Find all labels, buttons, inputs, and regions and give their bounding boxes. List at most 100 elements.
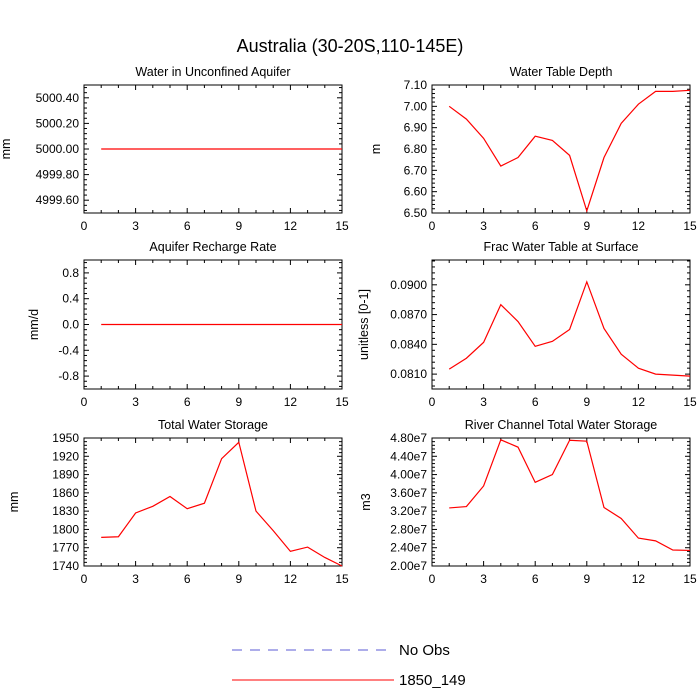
y-tick-label: 1800 bbox=[52, 522, 79, 536]
x-tick-label: 0 bbox=[429, 219, 436, 233]
y-tick-label: 4.00e7 bbox=[390, 468, 427, 482]
y-tick-label: 5000.40 bbox=[36, 91, 80, 105]
y-tick-label: 1830 bbox=[52, 504, 79, 518]
x-tick-label: 9 bbox=[235, 219, 242, 233]
series-line-1 bbox=[101, 441, 343, 567]
y-tick-label: -0.4 bbox=[58, 343, 79, 357]
series-line-1 bbox=[448, 280, 691, 377]
y-tick-label: 0.0 bbox=[62, 318, 79, 332]
y-tick-label: 4.40e7 bbox=[390, 449, 427, 463]
x-tick-label: 3 bbox=[480, 219, 487, 233]
x-tick-label: 6 bbox=[532, 219, 539, 233]
chart-title: Frac Water Table at Surface bbox=[484, 240, 639, 254]
x-tick-label: 9 bbox=[235, 395, 242, 409]
plot-frame bbox=[83, 437, 343, 567]
y-tick-label: 3.20e7 bbox=[390, 504, 427, 518]
x-tick-label: 3 bbox=[132, 219, 139, 233]
x-tick-label: 12 bbox=[284, 219, 298, 233]
x-tick-label: 6 bbox=[532, 572, 539, 586]
x-tick-label: 15 bbox=[335, 219, 349, 233]
y-tick-label: 6.80 bbox=[404, 142, 428, 156]
y-tick-label: 1740 bbox=[52, 559, 79, 573]
chart-title: River Channel Total Water Storage bbox=[465, 418, 658, 432]
y-axis-label: mm bbox=[7, 492, 21, 513]
y-tick-label: 6.60 bbox=[404, 185, 428, 199]
x-tick-label: 0 bbox=[81, 219, 88, 233]
chart-panel-5: 0 3 6 9 12 15 1740 1770 1800 1830 1860 1890 1920 1950… bbox=[7, 418, 349, 586]
y-tick-label: 3.60e7 bbox=[390, 486, 427, 500]
x-tick-label: 15 bbox=[683, 395, 697, 409]
legend-label-no-obs: No Obs bbox=[399, 642, 450, 659]
y-tick-label: 4999.60 bbox=[36, 193, 80, 207]
chart-title: Water Table Depth bbox=[510, 65, 613, 79]
y-tick-label: 2.00e7 bbox=[390, 559, 427, 573]
x-tick-label: 0 bbox=[429, 572, 436, 586]
x-tick-label: 12 bbox=[632, 395, 646, 409]
x-tick-label: 12 bbox=[632, 219, 646, 233]
chart-panel-1: 0 3 6 9 12 15 4999.60 4999.80 5000.00 5000.20 5000… bbox=[0, 65, 349, 233]
y-tick-label: 1920 bbox=[52, 449, 79, 463]
y-axis-label: mm/d bbox=[27, 309, 41, 340]
y-tick-label: 6.50 bbox=[404, 206, 428, 220]
y-tick-label: 1770 bbox=[52, 541, 79, 555]
y-tick-label: 7.00 bbox=[404, 99, 428, 113]
y-axis-label: m3 bbox=[359, 493, 373, 510]
x-tick-label: 3 bbox=[480, 572, 487, 586]
y-tick-label: -0.8 bbox=[58, 369, 79, 383]
y-tick-label: 0.4 bbox=[62, 292, 79, 306]
chart-title: Water in Unconfined Aquifer bbox=[135, 65, 290, 79]
x-tick-label: 15 bbox=[335, 395, 349, 409]
chart-title: Aquifer Recharge Rate bbox=[149, 240, 276, 254]
y-tick-label: 1890 bbox=[52, 468, 79, 482]
series-line-1 bbox=[448, 89, 691, 213]
x-tick-label: 15 bbox=[335, 572, 349, 586]
chart-title: Total Water Storage bbox=[158, 418, 268, 432]
x-tick-label: 15 bbox=[683, 572, 697, 586]
chart-panel-3: 0 3 6 9 12 15 -0.8 -0.4 0.0 0.4 0.8 Aquifer Recharg… bbox=[27, 240, 349, 409]
series-line-1 bbox=[449, 439, 691, 552]
x-tick-label: 12 bbox=[632, 572, 646, 586]
panels: 0 3 6 9 12 15 4999.60 4999.80 5000.00 5000.20 5000… bbox=[0, 65, 697, 586]
y-tick-label: 7.10 bbox=[404, 78, 428, 92]
x-tick-label: 3 bbox=[132, 572, 139, 586]
x-tick-label: 6 bbox=[184, 219, 191, 233]
y-tick-label: 0.0870 bbox=[390, 308, 427, 322]
x-tick-label: 9 bbox=[583, 219, 590, 233]
y-tick-label: 6.90 bbox=[404, 121, 428, 135]
y-tick-label: 4999.80 bbox=[36, 168, 80, 182]
y-tick-label: 0.8 bbox=[62, 266, 79, 280]
chart-panel-4: 0 3 6 9 12 15 0.0810 0.0840 0.0870 0.0900 Frac Wat… bbox=[357, 240, 697, 409]
legend: No Obs 1850_149 bbox=[232, 642, 466, 689]
x-tick-label: 3 bbox=[132, 395, 139, 409]
y-tick-label: 1950 bbox=[52, 431, 79, 445]
chart-panel-2: 0 3 6 9 12 15 6.50 6.60 6.70 6.80 6.90 7.00 7.10 Wate… bbox=[369, 65, 697, 233]
y-tick-label: 5000.20 bbox=[36, 116, 80, 130]
x-tick-label: 15 bbox=[683, 219, 697, 233]
x-tick-label: 6 bbox=[184, 572, 191, 586]
chart-panel-6: 0 3 6 9 12 15 2.00e7 2.40e7 2.80e7 3.20e7 3.60e7 4.… bbox=[359, 418, 697, 586]
y-tick-label: 0.0840 bbox=[390, 337, 427, 351]
y-tick-label: 1860 bbox=[52, 486, 79, 500]
legend-label-1850-149: 1850_149 bbox=[399, 672, 466, 689]
plot-frame bbox=[431, 437, 691, 567]
y-axis-label: unitless [0-1] bbox=[357, 289, 371, 360]
x-tick-label: 12 bbox=[284, 395, 298, 409]
x-tick-label: 9 bbox=[235, 572, 242, 586]
y-tick-label: 5000.00 bbox=[36, 142, 80, 156]
x-tick-label: 6 bbox=[532, 395, 539, 409]
y-axis-label: m bbox=[369, 144, 383, 154]
page-title: Australia (30-20S,110-145E) bbox=[237, 36, 464, 56]
y-tick-label: 2.40e7 bbox=[390, 541, 427, 555]
x-tick-label: 9 bbox=[583, 572, 590, 586]
y-tick-label: 2.80e7 bbox=[390, 522, 427, 536]
y-tick-label: 6.70 bbox=[404, 163, 428, 177]
x-tick-label: 0 bbox=[429, 395, 436, 409]
y-tick-label: 4.80e7 bbox=[390, 431, 427, 445]
x-tick-label: 3 bbox=[480, 395, 487, 409]
plot-frame bbox=[431, 259, 691, 390]
x-tick-label: 0 bbox=[81, 395, 88, 409]
x-tick-label: 6 bbox=[184, 395, 191, 409]
y-tick-label: 0.0900 bbox=[390, 278, 427, 292]
x-tick-label: 12 bbox=[284, 572, 298, 586]
